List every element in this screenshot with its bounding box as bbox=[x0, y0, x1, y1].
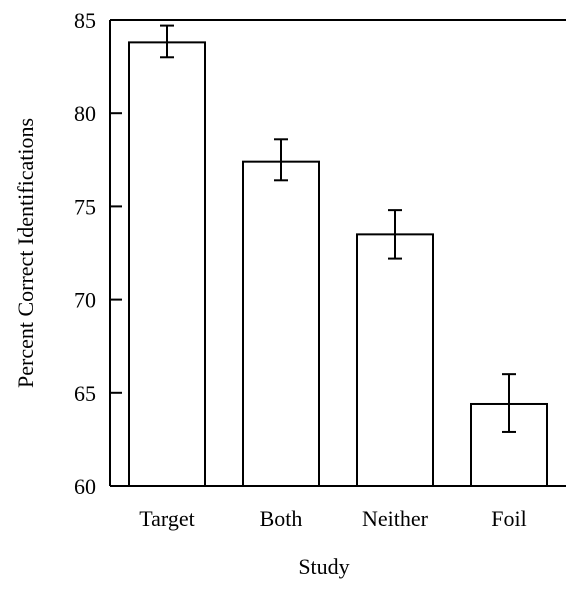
y-tick-label: 75 bbox=[74, 194, 96, 219]
error-bars bbox=[160, 24, 516, 433]
bar-both bbox=[242, 160, 320, 487]
y-axis-label: Percent Correct Identifications bbox=[13, 118, 38, 388]
bar-target bbox=[128, 41, 206, 487]
y-tick-label: 65 bbox=[74, 381, 96, 406]
x-tick-label: Neither bbox=[362, 506, 429, 531]
x-axis-label: Study bbox=[298, 554, 349, 579]
x-tick-label: Target bbox=[139, 506, 194, 531]
y-tick-label: 85 bbox=[74, 8, 96, 33]
y-tick-label: 80 bbox=[74, 101, 96, 126]
tick-labels: 60 65 70 75 80 85 Target Both Neither Foil bbox=[74, 8, 527, 531]
bars bbox=[128, 41, 548, 488]
y-tick-label: 70 bbox=[74, 288, 96, 313]
x-tick-label: Foil bbox=[491, 506, 526, 531]
x-tick-label: Both bbox=[260, 506, 303, 531]
bar-neither bbox=[356, 233, 434, 487]
y-tick-label: 60 bbox=[74, 474, 96, 499]
